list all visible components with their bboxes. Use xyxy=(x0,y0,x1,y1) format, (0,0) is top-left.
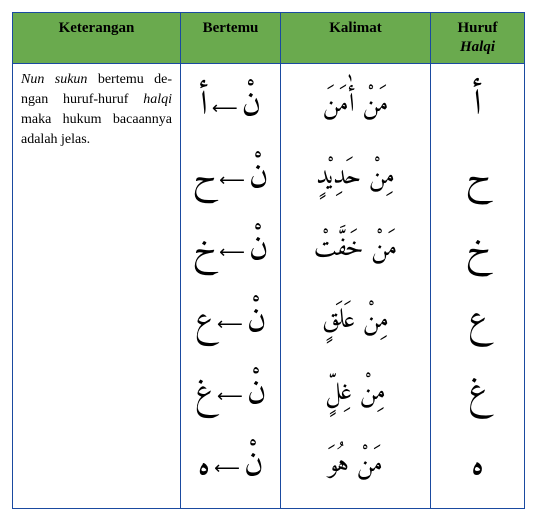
bertemu-arabic: نْ⟵خ xyxy=(193,233,269,267)
arrow-icon: ⟵ xyxy=(217,383,243,414)
tajwid-table: Keterangan Bertemu Kalimat Huruf Halqi N… xyxy=(12,12,525,509)
arrow-icon: ⟵ xyxy=(214,455,240,486)
cell-keterangan: Nun sukun bertemu de­ngan huruf-huruf ha… xyxy=(13,63,181,508)
bertemu-arabic: نْ⟵ه xyxy=(198,449,264,483)
bertemu-item: نْ⟵ه xyxy=(189,430,272,502)
arrow-icon: ⟵ xyxy=(219,167,245,198)
target-letter: خ xyxy=(193,220,215,280)
cell-kalimat: مَنْ أٰمَنَ مِنْ حَدِيْدٍ مَنْ خَفَّتْ مِنْ… xyxy=(281,63,431,508)
huruf-item: خ xyxy=(439,214,516,286)
huruf-item: أ xyxy=(439,70,516,142)
kalimat-arabic: مَنْ أٰمَنَ xyxy=(323,93,389,119)
kalimat-arabic: مَنْ خَفَّتْ xyxy=(314,237,398,263)
header-row: Keterangan Bertemu Kalimat Huruf Halqi xyxy=(13,13,525,64)
kalimat-arabic: مَنْ هُوَ xyxy=(328,453,382,479)
huruf-letter: ع xyxy=(468,304,487,340)
nun-sukun: نْ xyxy=(247,364,266,424)
header-kalimat: Kalimat xyxy=(281,13,431,64)
bertemu-arabic: نْ⟵غ xyxy=(195,377,267,411)
kalimat-item: مَنْ خَفَّتْ xyxy=(289,214,422,286)
cell-bertemu: نْ⟵أنْ⟵حنْ⟵خنْ⟵عنْ⟵غنْ⟵ه xyxy=(181,63,281,508)
target-letter: ح xyxy=(193,148,215,208)
huruf-item: غ xyxy=(439,358,516,430)
huruf-item: ه xyxy=(439,430,516,502)
target-letter: ه xyxy=(198,436,211,496)
keterangan-part1: Nun sukun xyxy=(21,72,87,87)
huruf-item: ح xyxy=(439,142,516,214)
bertemu-arabic: نْ⟵ع xyxy=(195,305,267,339)
arrow-icon: ⟵ xyxy=(212,95,238,126)
keterangan-part3: halqi xyxy=(143,92,172,107)
nun-sukun: نْ xyxy=(249,220,268,280)
header-bertemu: Bertemu xyxy=(181,13,281,64)
huruf-letter: ح xyxy=(466,160,490,196)
huruf-letter: ه xyxy=(471,448,484,484)
huruf-item: ع xyxy=(439,286,516,358)
bertemu-item: نْ⟵خ xyxy=(189,214,272,286)
huruf-letter: خ xyxy=(466,232,490,268)
nun-sukun: نْ xyxy=(244,436,263,496)
kalimat-arabic: مِنْ حَدِيْدٍ xyxy=(316,165,395,191)
bertemu-item: نْ⟵أ xyxy=(189,70,272,142)
kalimat-arabic: مِنْ غِلٍّ xyxy=(325,381,386,407)
bertemu-arabic: نْ⟵ح xyxy=(193,161,269,195)
nun-sukun: نْ xyxy=(249,148,268,208)
bertemu-item: نْ⟵غ xyxy=(189,358,272,430)
bertemu-arabic: نْ⟵أ xyxy=(200,89,261,123)
header-huruf-halqi: Huruf Halqi xyxy=(431,13,525,64)
nun-sukun: نْ xyxy=(247,292,266,352)
kalimat-item: مَنْ أٰمَنَ xyxy=(289,70,422,142)
cell-huruf: أحخعغه xyxy=(431,63,525,508)
kalimat-item: مِنْ غِلٍّ xyxy=(289,358,422,430)
target-letter: أ xyxy=(200,76,208,136)
target-letter: غ xyxy=(195,364,213,424)
header-keterangan: Keterangan xyxy=(13,13,181,64)
bertemu-item: نْ⟵ح xyxy=(189,142,272,214)
huruf-letter: غ xyxy=(468,376,487,412)
huruf-letter: أ xyxy=(473,88,481,124)
body-row: Nun sukun bertemu de­ngan huruf-huruf ha… xyxy=(13,63,525,508)
kalimat-arabic: مِنْ عَلَقٍ xyxy=(322,309,389,335)
arrow-icon: ⟵ xyxy=(217,311,243,342)
arrow-icon: ⟵ xyxy=(219,239,245,270)
keterangan-text: Nun sukun bertemu de­ngan huruf-huruf ha… xyxy=(21,70,172,151)
nun-sukun: نْ xyxy=(242,76,261,136)
header-huruf-line1: Huruf xyxy=(457,20,497,36)
kalimat-item: مِنْ حَدِيْدٍ xyxy=(289,142,422,214)
kalimat-item: مَنْ هُوَ xyxy=(289,430,422,502)
kalimat-item: مِنْ عَلَقٍ xyxy=(289,286,422,358)
target-letter: ع xyxy=(195,292,213,352)
bertemu-item: نْ⟵ع xyxy=(189,286,272,358)
header-huruf-line2: Halqi xyxy=(460,39,495,55)
keterangan-part4: maka hukum bacaannya adalah jelas. xyxy=(21,112,172,147)
